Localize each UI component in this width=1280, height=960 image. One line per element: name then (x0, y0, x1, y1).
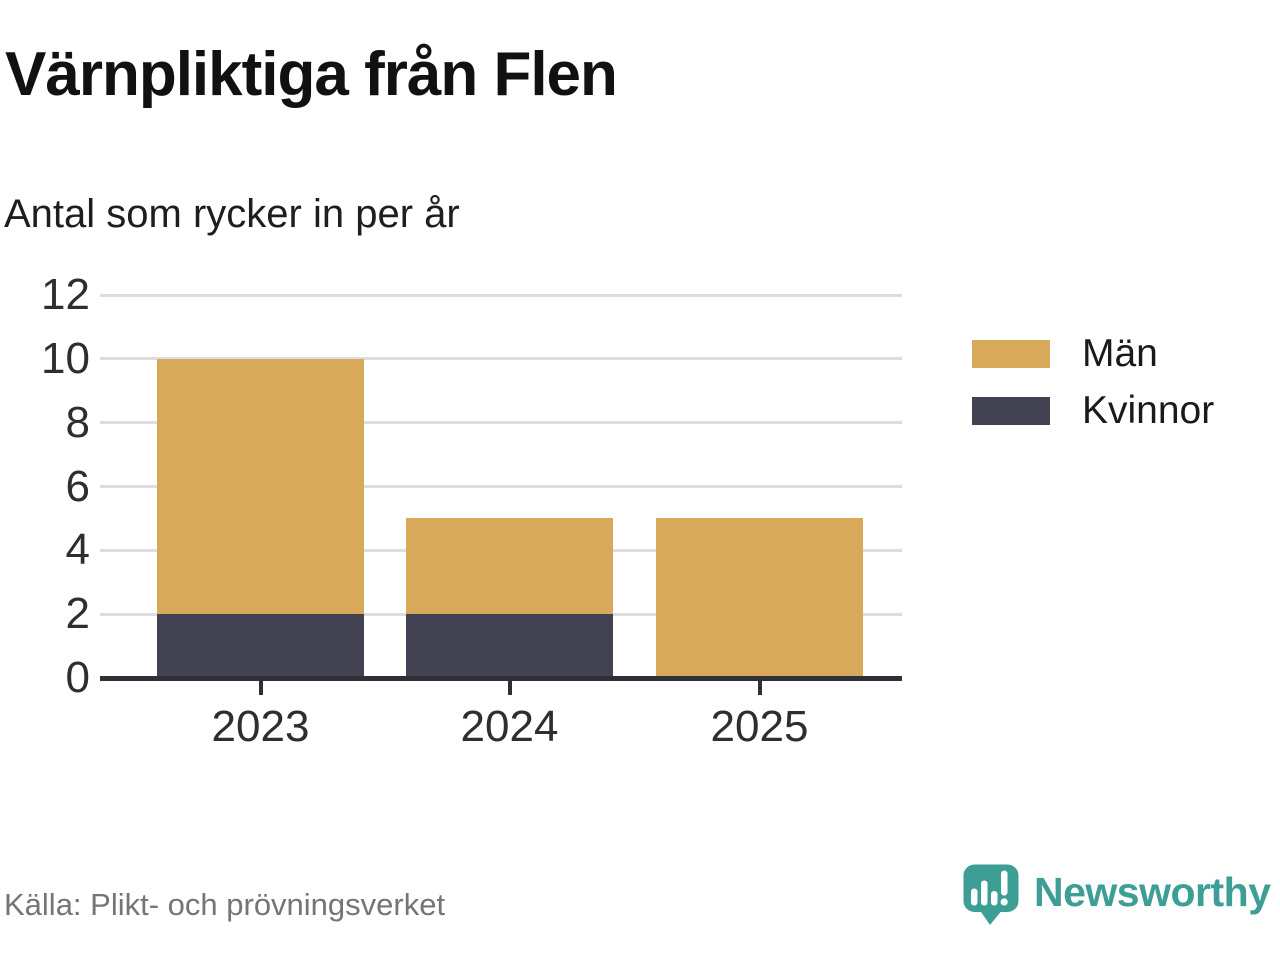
y-axis-tick-label: 6 (65, 461, 90, 511)
y-axis-tick-label: 12 (41, 270, 90, 319)
gridline-y6 (100, 485, 902, 488)
bar-2024-kvinnor (406, 614, 613, 678)
source-note: Källa: Plikt- och prövningsverket (4, 887, 446, 922)
x-axis-line (100, 676, 902, 681)
legend-label: Kvinnor (1082, 389, 1215, 432)
brand-wordmark: Newsworthy (1034, 869, 1271, 915)
brand-logo: Newsworthy (963, 864, 1271, 926)
legend: Män Kvinnor (972, 332, 1215, 432)
chart-subtitle: Antal som rycker in per år (4, 192, 460, 236)
newsworthy-icon (963, 864, 1019, 925)
bar-2025-män (656, 518, 863, 678)
y-axis-tick-label: 2 (65, 589, 90, 639)
y-axis-tick-label: 10 (41, 333, 90, 383)
legend-item-kvinnor: Kvinnor (972, 389, 1215, 432)
legend-swatch-kvinnor (972, 397, 1050, 425)
chart-title: Värnpliktiga från Flen (5, 40, 618, 109)
gridline-y8 (100, 421, 902, 425)
x-axis-tick (507, 681, 512, 695)
bar-2024-män (406, 518, 613, 615)
y-axis-tick-label: 8 (65, 397, 90, 447)
legend-label: Män (1082, 332, 1158, 375)
legend-swatch-män (972, 340, 1050, 368)
legend-item-män: Män (972, 332, 1214, 375)
bar-2023-män (157, 358, 364, 615)
gridline-y10 (100, 357, 902, 361)
x-axis-label: 2023 (211, 702, 310, 751)
bar-2023-kvinnor (157, 614, 364, 678)
y-axis-tick-label: 0 (65, 653, 90, 702)
x-axis-tick (757, 681, 762, 695)
x-axis-label: 2025 (710, 702, 809, 751)
gridline-y12 (100, 293, 902, 297)
y-axis-tick-label: 4 (65, 525, 90, 575)
x-axis-tick (258, 681, 263, 695)
x-axis-label: 2024 (460, 702, 559, 751)
